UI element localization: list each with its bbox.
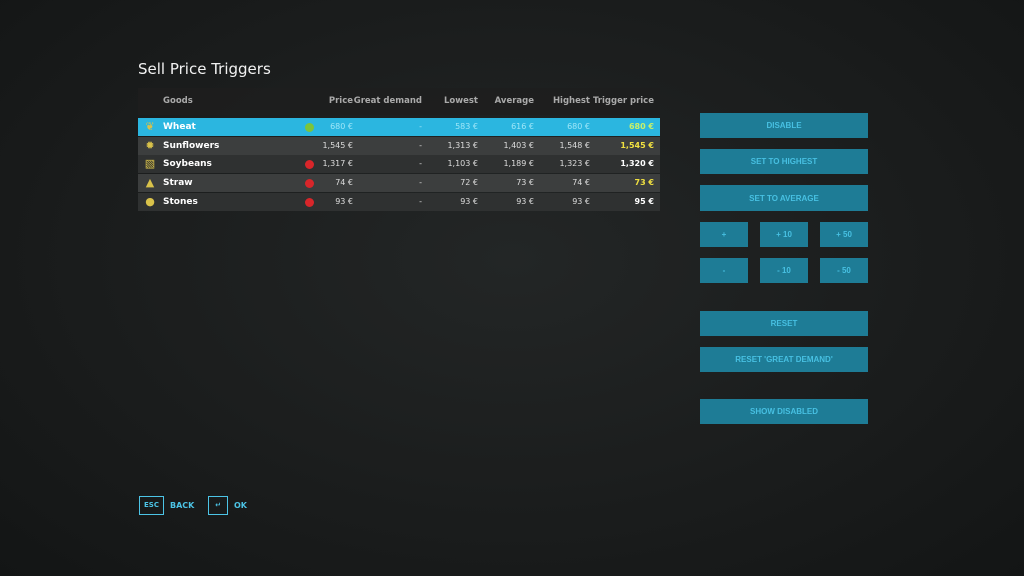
reset-button[interactable]: RESET: [700, 311, 868, 336]
highest-cell: 1,548 €: [559, 141, 590, 150]
disabled-status-icon: [305, 160, 314, 169]
table-row[interactable]: ❦ Wheat 680 € - 583 € 616 € 680 € 680 €: [138, 118, 660, 136]
plus-button[interactable]: +: [700, 222, 748, 247]
page-title: Sell Price Triggers: [138, 60, 271, 78]
lowest-cell: 93 €: [460, 197, 478, 206]
great-demand-cell: -: [419, 178, 422, 187]
col-average: Average: [494, 96, 534, 106]
disable-button[interactable]: DISABLE: [700, 113, 868, 138]
price-cell: 680 €: [330, 122, 353, 131]
price-table: Goods Price Great demand Lowest Average …: [138, 88, 660, 211]
average-cell: 73 €: [516, 178, 534, 187]
set-to-average-button[interactable]: SET TO AVERAGE: [700, 185, 868, 211]
lowest-cell: 1,313 €: [447, 141, 478, 150]
average-cell: 616 €: [511, 122, 534, 131]
goods-name: Soybeans: [163, 159, 212, 169]
table-row[interactable]: ▲ Straw 74 € - 72 € 73 € 74 € 73 €: [138, 174, 660, 192]
lowest-cell: 1,103 €: [447, 159, 478, 168]
goods-name: Stones: [163, 197, 198, 207]
back-label: BACK: [169, 501, 195, 510]
col-price: Price: [328, 96, 353, 106]
plus-50-button[interactable]: + 50: [820, 222, 868, 247]
straw-icon: ▲: [145, 176, 155, 189]
average-cell: 93 €: [516, 197, 534, 206]
goods-name: Sunflowers: [163, 141, 220, 151]
col-goods: Goods: [163, 96, 193, 106]
goods-name: Wheat: [163, 122, 196, 132]
soybean-icon: ▧: [144, 157, 156, 170]
lowest-cell: 72 €: [460, 178, 478, 187]
disabled-status-icon: [305, 198, 314, 207]
stones-icon: ●: [145, 195, 155, 208]
col-great-demand: Great demand: [353, 96, 422, 106]
minus-10-button[interactable]: - 10: [760, 258, 808, 283]
plus-10-button[interactable]: + 10: [760, 222, 808, 247]
great-demand-cell: -: [419, 122, 422, 131]
col-highest: Highest: [552, 96, 590, 106]
col-lowest: Lowest: [444, 96, 478, 106]
table-header: Goods Price Great demand Lowest Average …: [138, 88, 660, 115]
sunflower-icon: ✹: [145, 139, 155, 152]
back-button[interactable]: ESC BACK: [139, 496, 194, 515]
enter-key-icon: ↵: [208, 496, 228, 515]
highest-cell: 93 €: [572, 197, 590, 206]
col-trigger: Trigger price: [592, 96, 654, 106]
minus-button[interactable]: -: [700, 258, 748, 283]
wheat-icon: ❦: [145, 120, 155, 133]
table-row[interactable]: ● Stones 93 € - 93 € 93 € 93 € 95 €: [138, 193, 660, 211]
esc-key-icon: ESC: [139, 496, 164, 515]
trigger-price-cell: 95 €: [634, 197, 654, 206]
trigger-price-cell: 1,320 €: [620, 159, 654, 168]
great-demand-cell: -: [419, 197, 422, 206]
highest-cell: 1,323 €: [559, 159, 590, 168]
trigger-price-cell: 73 €: [634, 178, 654, 187]
table-row[interactable]: ✹ Sunflowers 1,545 € - 1,313 € 1,403 € 1,…: [138, 137, 660, 155]
show-disabled-button[interactable]: SHOW DISABLED: [700, 399, 868, 424]
lowest-cell: 583 €: [455, 122, 478, 131]
highest-cell: 680 €: [567, 122, 590, 131]
average-cell: 1,403 €: [503, 141, 534, 150]
ok-button[interactable]: ↵ OK: [208, 496, 247, 515]
price-cell: 1,545 €: [322, 141, 353, 150]
reset-great-demand-button[interactable]: RESET 'GREAT DEMAND': [700, 347, 868, 372]
price-cell: 93 €: [335, 197, 353, 206]
trigger-price-cell: 1,545 €: [620, 141, 654, 150]
highest-cell: 74 €: [572, 178, 590, 187]
great-demand-cell: -: [419, 141, 422, 150]
goods-name: Straw: [163, 178, 193, 188]
price-cell: 1,317 €: [322, 159, 353, 168]
minus-50-button[interactable]: - 50: [820, 258, 868, 283]
set-to-highest-button[interactable]: SET TO HIGHEST: [700, 149, 868, 174]
trigger-price-cell: 680 €: [628, 122, 654, 131]
table-row[interactable]: ▧ Soybeans 1,317 € - 1,103 € 1,189 € 1,32…: [138, 155, 660, 173]
great-demand-cell: -: [419, 159, 422, 168]
average-cell: 1,189 €: [503, 159, 534, 168]
ok-label: OK: [234, 501, 247, 510]
price-cell: 74 €: [335, 178, 353, 187]
enabled-status-icon: [305, 123, 314, 132]
disabled-status-icon: [305, 179, 314, 188]
